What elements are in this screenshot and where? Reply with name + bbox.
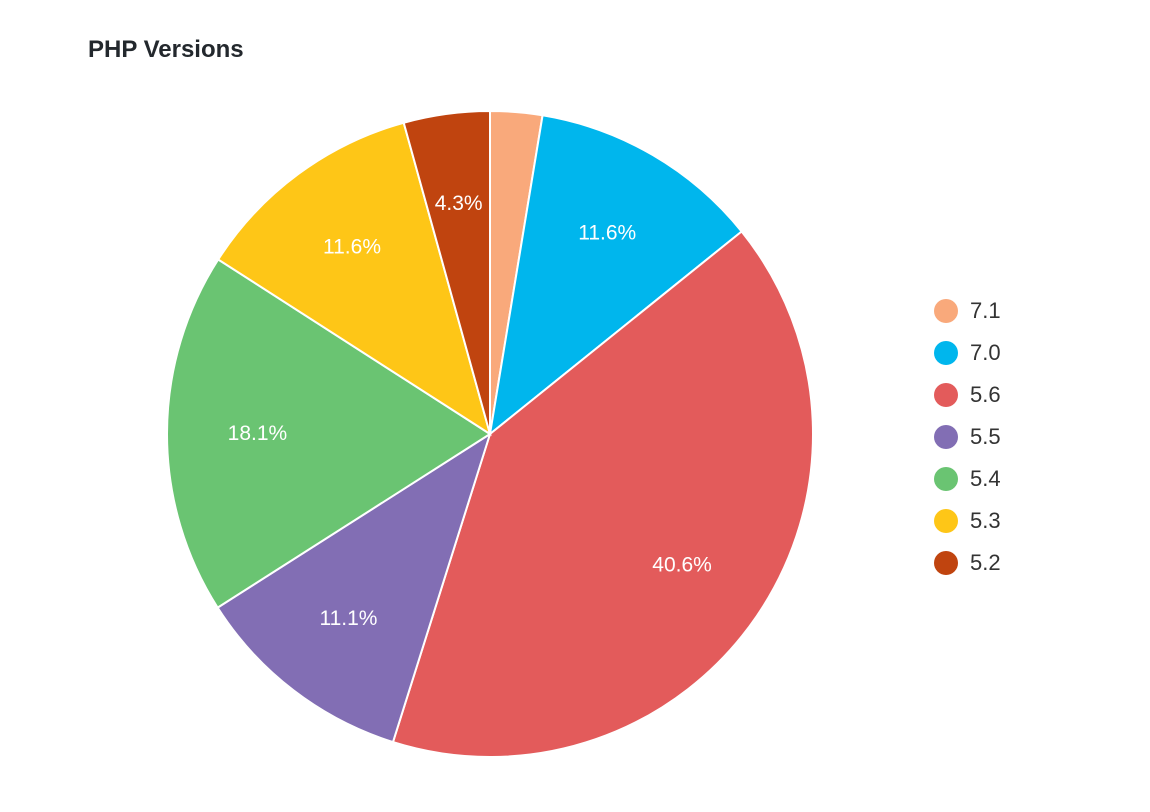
legend: 7.1 7.0 5.6 5.5 5.4 5.3 5.2 [934, 290, 1001, 584]
slice-label-5-3: 11.6% [323, 235, 381, 258]
pie-slice-5-3[interactable] [216, 121, 492, 437]
legend-label: 7.1 [970, 298, 1001, 323]
legend-swatch [934, 551, 958, 575]
legend-swatch [934, 425, 958, 449]
slice-label-5-2: 4.3% [435, 192, 483, 215]
legend-swatch [934, 383, 958, 407]
pie-slice-5-2[interactable] [402, 109, 491, 435]
legend-item-5-3[interactable]: 5.3 [934, 500, 1001, 542]
slice-label-5-6: 40.6% [652, 554, 712, 577]
legend-item-5-5[interactable]: 5.5 [934, 416, 1001, 458]
slice-label-5-5: 11.1% [319, 607, 377, 630]
pie-slice-5-5[interactable] [216, 431, 492, 744]
legend-label: 5.3 [970, 508, 1001, 533]
pie-slice-7-0[interactable] [488, 114, 744, 437]
chart-title: PHP Versions [88, 36, 244, 63]
legend-item-5-2[interactable]: 5.2 [934, 542, 1001, 584]
pie-slice-5-6[interactable] [391, 230, 814, 758]
legend-swatch [934, 467, 958, 491]
legend-label: 5.6 [970, 382, 1001, 407]
pie-slice-5-4[interactable] [166, 258, 492, 610]
legend-swatch [934, 299, 958, 323]
legend-label: 7.0 [970, 340, 1001, 365]
legend-item-7-0[interactable]: 7.0 [934, 332, 1001, 374]
legend-item-7-1[interactable]: 7.1 [934, 290, 1001, 332]
legend-item-5-4[interactable]: 5.4 [934, 458, 1001, 500]
slice-label-7-0: 11.6% [578, 222, 636, 245]
legend-swatch [934, 341, 958, 365]
legend-item-5-6[interactable]: 5.6 [934, 374, 1001, 416]
legend-swatch [934, 509, 958, 533]
slice-label-5-4: 18.1% [228, 422, 288, 445]
legend-label: 5.4 [970, 466, 1001, 491]
legend-label: 5.5 [970, 424, 1001, 449]
legend-label: 5.2 [970, 550, 1001, 575]
